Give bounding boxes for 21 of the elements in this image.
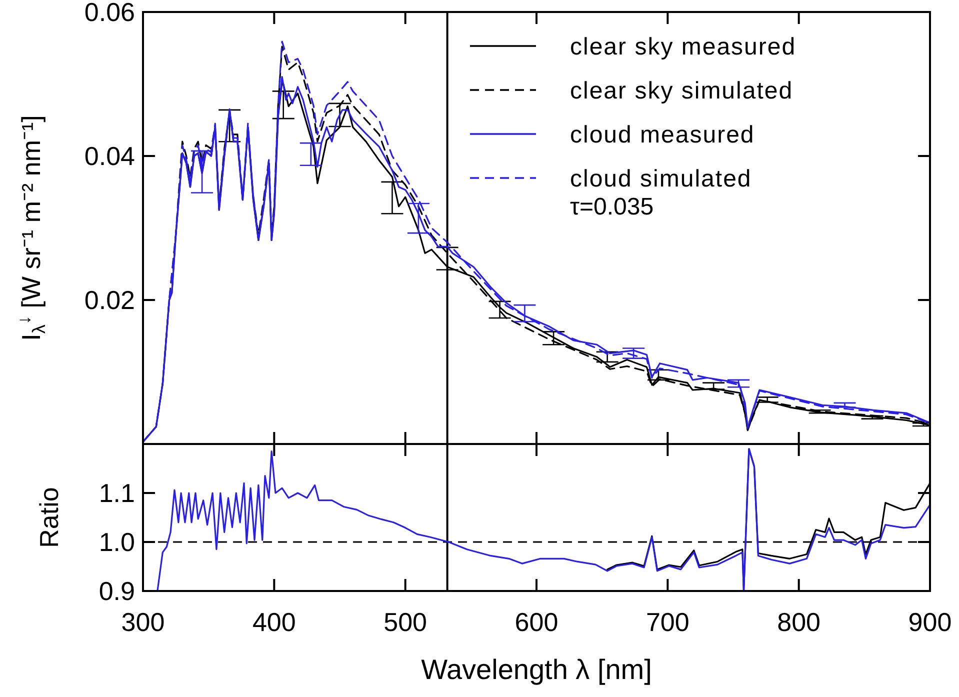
legend-label: cloud measured	[570, 121, 755, 148]
annotation: τ=0.035	[570, 193, 654, 220]
y-tick-label: 0.02	[84, 285, 135, 316]
x-tick-label: 700	[646, 607, 690, 637]
line-series	[156, 448, 930, 591]
x-axis-title: Wavelength λ [nm]	[421, 654, 652, 685]
y-tick-label: 0.06	[84, 0, 135, 28]
legend-label: clear sky simulated	[570, 77, 794, 104]
y-tick-label: 0.9	[98, 576, 135, 606]
x-tick-label: 800	[777, 607, 821, 637]
x-tick-label: 900	[908, 607, 952, 637]
x-tick-label: 400	[252, 607, 296, 637]
x-tick-label: 300	[121, 607, 165, 637]
x-tick-label: 500	[384, 607, 428, 637]
legend-label: clear sky measured	[570, 33, 796, 60]
y-tick-label: 1.0	[98, 527, 135, 558]
legend-label: cloud simulated	[570, 165, 752, 192]
y-axis-title: Ratio	[34, 487, 64, 548]
y-tick-label: 0.04	[84, 141, 135, 172]
y-tick-label: 1.1	[98, 478, 135, 508]
x-tick-label: 600	[514, 607, 558, 637]
